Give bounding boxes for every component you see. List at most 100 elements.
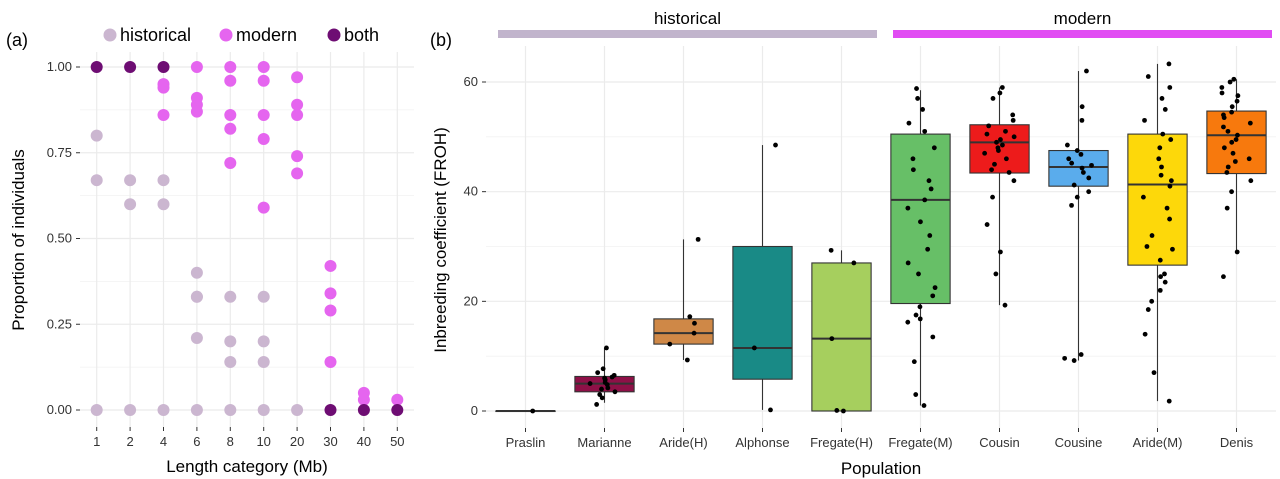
points-panel-b [530, 61, 1254, 414]
y-tick-labels-b: 0 20 40 60 [464, 74, 486, 418]
box-body [1206, 110, 1267, 175]
point-aride-h [695, 236, 701, 242]
point-aride-m [1168, 137, 1174, 142]
point-denis [1219, 85, 1225, 90]
x-tick-label-cousine: Cousine [1055, 435, 1103, 450]
point-fregate-m [913, 392, 919, 397]
point-cousine [1078, 151, 1084, 157]
point-cousine [1069, 160, 1075, 166]
point-fregate-m [928, 186, 934, 192]
box-body [1048, 149, 1109, 187]
point-fregate-h [828, 247, 834, 253]
point-aride-m [1167, 216, 1172, 222]
box-alphonse [732, 145, 793, 410]
point-both [124, 61, 137, 73]
x-tick-label-a: 10 [256, 434, 270, 449]
point-cousin [982, 150, 988, 156]
point-aride-m [1142, 117, 1147, 123]
point-aride-m [1142, 331, 1148, 337]
point-marianne [612, 389, 618, 395]
x-tick-label-a: 20 [290, 434, 304, 449]
point-marianne [609, 374, 615, 380]
plot-area-a [80, 52, 414, 427]
point-aride-m [1145, 74, 1151, 79]
point-marianne [597, 392, 603, 397]
points-panel-a [90, 61, 404, 416]
point-fregate-m [917, 304, 923, 310]
point-aride-m [1162, 107, 1168, 112]
point-modern [224, 109, 237, 122]
point-historical [224, 335, 237, 348]
y-tick-label-b: 20 [464, 293, 478, 308]
x-tick-label-a: 6 [193, 434, 200, 449]
y-tick-label-a: 0.75 [47, 145, 72, 160]
point-fregate-m [916, 271, 921, 277]
point-fregate-m [913, 312, 919, 318]
point-modern [224, 74, 237, 87]
point-alphonse [768, 407, 773, 413]
point-cousine [1079, 117, 1085, 123]
point-denis [1232, 159, 1238, 164]
point-cousine [1062, 355, 1068, 361]
point-denis [1235, 93, 1241, 99]
point-cousin [1003, 128, 1008, 134]
point-denis [1229, 189, 1234, 195]
point-aride-h [667, 341, 673, 347]
point-aride-m [1151, 370, 1157, 376]
point-fregate-m [905, 205, 911, 211]
point-cousine [1079, 104, 1085, 110]
point-marianne [587, 381, 593, 386]
point-cousin [999, 85, 1005, 90]
box-body [1127, 133, 1188, 266]
point-aride-h [684, 357, 690, 363]
box-body [732, 245, 793, 380]
x-tick-labels-a: 1 2 4 6 8 10 20 30 40 50 [93, 427, 405, 449]
y-axis-title-b: Inbreeding coefficient (FROH) [431, 127, 450, 353]
point-modern [157, 81, 170, 94]
boxes-panel-b [495, 63, 1267, 413]
point-denis [1247, 120, 1253, 126]
point-fregate-m [915, 96, 921, 101]
x-tick-label-fregate-h: Fregate(H) [810, 435, 873, 450]
point-historical [190, 331, 203, 344]
point-aride-m [1166, 398, 1172, 404]
point-cousin [993, 271, 999, 277]
point-cousin [984, 131, 990, 137]
point-modern [324, 304, 337, 317]
point-fregate-m [930, 334, 936, 340]
point-cousine [1078, 352, 1084, 357]
x-tick-label-praslin: Praslin [506, 435, 546, 450]
point-denis [1230, 150, 1236, 156]
point-aride-m [1144, 244, 1150, 249]
point-historical [257, 404, 270, 416]
point-historical [257, 335, 270, 348]
point-cousine [1064, 142, 1070, 148]
group-bar-historical [498, 30, 877, 38]
point-marianne [599, 395, 605, 401]
point-fregate-m [918, 219, 923, 225]
point-cousin [984, 222, 990, 227]
point-historical [90, 404, 103, 416]
group-label-historical: historical [654, 9, 721, 28]
point-cousine [1079, 165, 1085, 171]
point-marianne [594, 402, 600, 407]
x-tick-label-cousin: Cousin [979, 435, 1019, 450]
point-historical [224, 355, 237, 368]
point-cousine [1071, 182, 1077, 188]
point-historical [257, 290, 270, 303]
point-cousin [1003, 156, 1009, 162]
point-modern [257, 133, 270, 146]
x-tick-label-denis: Denis [1220, 435, 1254, 450]
point-marianne [599, 386, 604, 392]
point-fregate-m [917, 316, 923, 322]
point-fregate-m [922, 197, 928, 203]
point-fregate-m [910, 156, 916, 162]
point-modern [257, 201, 270, 214]
point-aride-m [1164, 205, 1170, 211]
point-cousin [998, 249, 1003, 255]
point-marianne [595, 370, 601, 376]
point-denis [1233, 137, 1239, 142]
legend-swatch-historical [103, 28, 117, 42]
point-aride-m [1149, 298, 1155, 304]
